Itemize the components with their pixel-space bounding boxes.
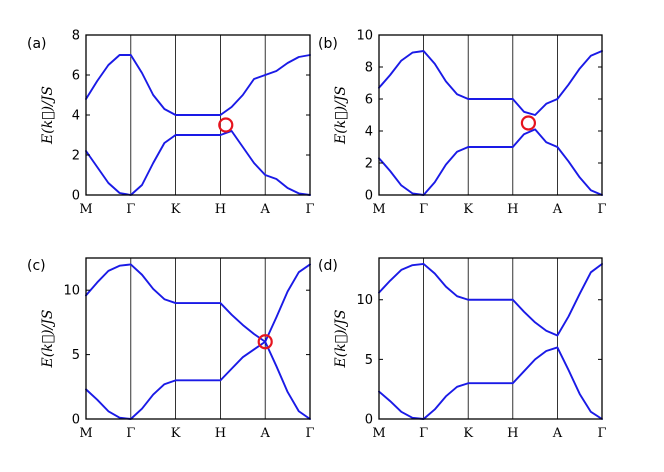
upper-band-line xyxy=(378,263,603,337)
x-tick-label: A xyxy=(552,202,563,217)
y-axis-label: E(k⃗)/JS xyxy=(40,310,56,369)
panel-c: 0 5 10 M Γ K H A Γ E(k⃗)/JS (c) xyxy=(27,257,315,441)
y-tick-label: 8 xyxy=(365,61,373,76)
y-axis-label: E(k⃗)/JS xyxy=(333,310,349,369)
y-tick-label: 10 xyxy=(356,293,373,308)
axes-frame xyxy=(378,257,603,420)
panel-label: (a) xyxy=(27,36,47,52)
degeneracy-marker xyxy=(257,334,273,350)
y-tick-label: 8 xyxy=(72,29,80,44)
x-tick-label: K xyxy=(463,426,473,441)
degeneracy-marker xyxy=(520,115,537,131)
upper-band-line xyxy=(85,54,311,116)
y-tick-label: 10 xyxy=(356,29,373,44)
y-tick-label: 10 xyxy=(63,284,80,299)
axes-frame xyxy=(378,34,603,196)
y-tick-label: 5 xyxy=(72,348,80,363)
x-tick-label: Γ xyxy=(305,426,314,441)
x-tick-label: Γ xyxy=(597,426,606,441)
y-tick-label: 0 xyxy=(72,189,80,204)
x-tick-label: K xyxy=(463,202,473,217)
panel-label: (b) xyxy=(318,36,338,52)
x-tick-label: K xyxy=(171,426,181,441)
x-tick-label: A xyxy=(260,426,271,441)
x-tick-label: Γ xyxy=(305,202,314,217)
panel-label: (c) xyxy=(27,258,46,274)
x-tick-label: H xyxy=(215,426,226,441)
x-tick-label: Γ xyxy=(126,202,135,217)
y-tick-label: 4 xyxy=(72,109,80,124)
x-tick-label: Γ xyxy=(126,426,135,441)
lower-band-line xyxy=(85,130,311,196)
x-tick-label: M xyxy=(79,426,92,441)
upper-band-line xyxy=(378,50,603,116)
lower-band-line xyxy=(85,340,311,420)
y-tick-label: 4 xyxy=(365,125,373,140)
y-tick-label: 6 xyxy=(72,69,80,84)
upper-band-line xyxy=(85,263,311,343)
y-tick-label: 0 xyxy=(72,413,80,428)
x-tick-label: Γ xyxy=(597,202,606,217)
panel-b: 0 2 4 6 8 10 M Γ K H A Γ E(k⃗)/JS (b) xyxy=(318,29,607,218)
y-axis-label: E(k⃗)/JS xyxy=(40,86,56,145)
y-tick-label: 5 xyxy=(365,353,373,368)
lower-band-line xyxy=(378,346,603,420)
x-tick-label: M xyxy=(79,202,92,217)
y-axis-label: E(k⃗)/JS xyxy=(333,86,349,145)
lower-band-line xyxy=(378,128,603,196)
axes-frame xyxy=(85,257,311,420)
panel-label: (d) xyxy=(318,258,338,274)
x-tick-label: Γ xyxy=(419,202,428,217)
y-tick-label: 6 xyxy=(365,93,373,108)
panel-d: 0 5 10 M Γ K H A Γ E(k⃗)/JS (d) xyxy=(318,257,607,441)
y-tick-label: 2 xyxy=(365,157,373,172)
x-tick-label: A xyxy=(552,426,563,441)
x-tick-label: H xyxy=(215,202,226,217)
x-tick-label: M xyxy=(372,202,385,217)
y-tick-label: 0 xyxy=(365,189,373,204)
x-tick-label: H xyxy=(507,202,518,217)
x-tick-label: H xyxy=(507,426,518,441)
x-tick-label: M xyxy=(372,426,385,441)
degeneracy-marker xyxy=(218,117,234,133)
y-tick-label: 2 xyxy=(72,149,80,164)
panel-a: 0 2 4 6 8 M Γ K H A Γ E(k⃗)/JS (a) xyxy=(27,29,315,218)
y-tick-label: 0 xyxy=(365,413,373,428)
x-tick-label: Γ xyxy=(419,426,428,441)
x-tick-label: A xyxy=(260,202,271,217)
x-tick-label: K xyxy=(171,202,181,217)
